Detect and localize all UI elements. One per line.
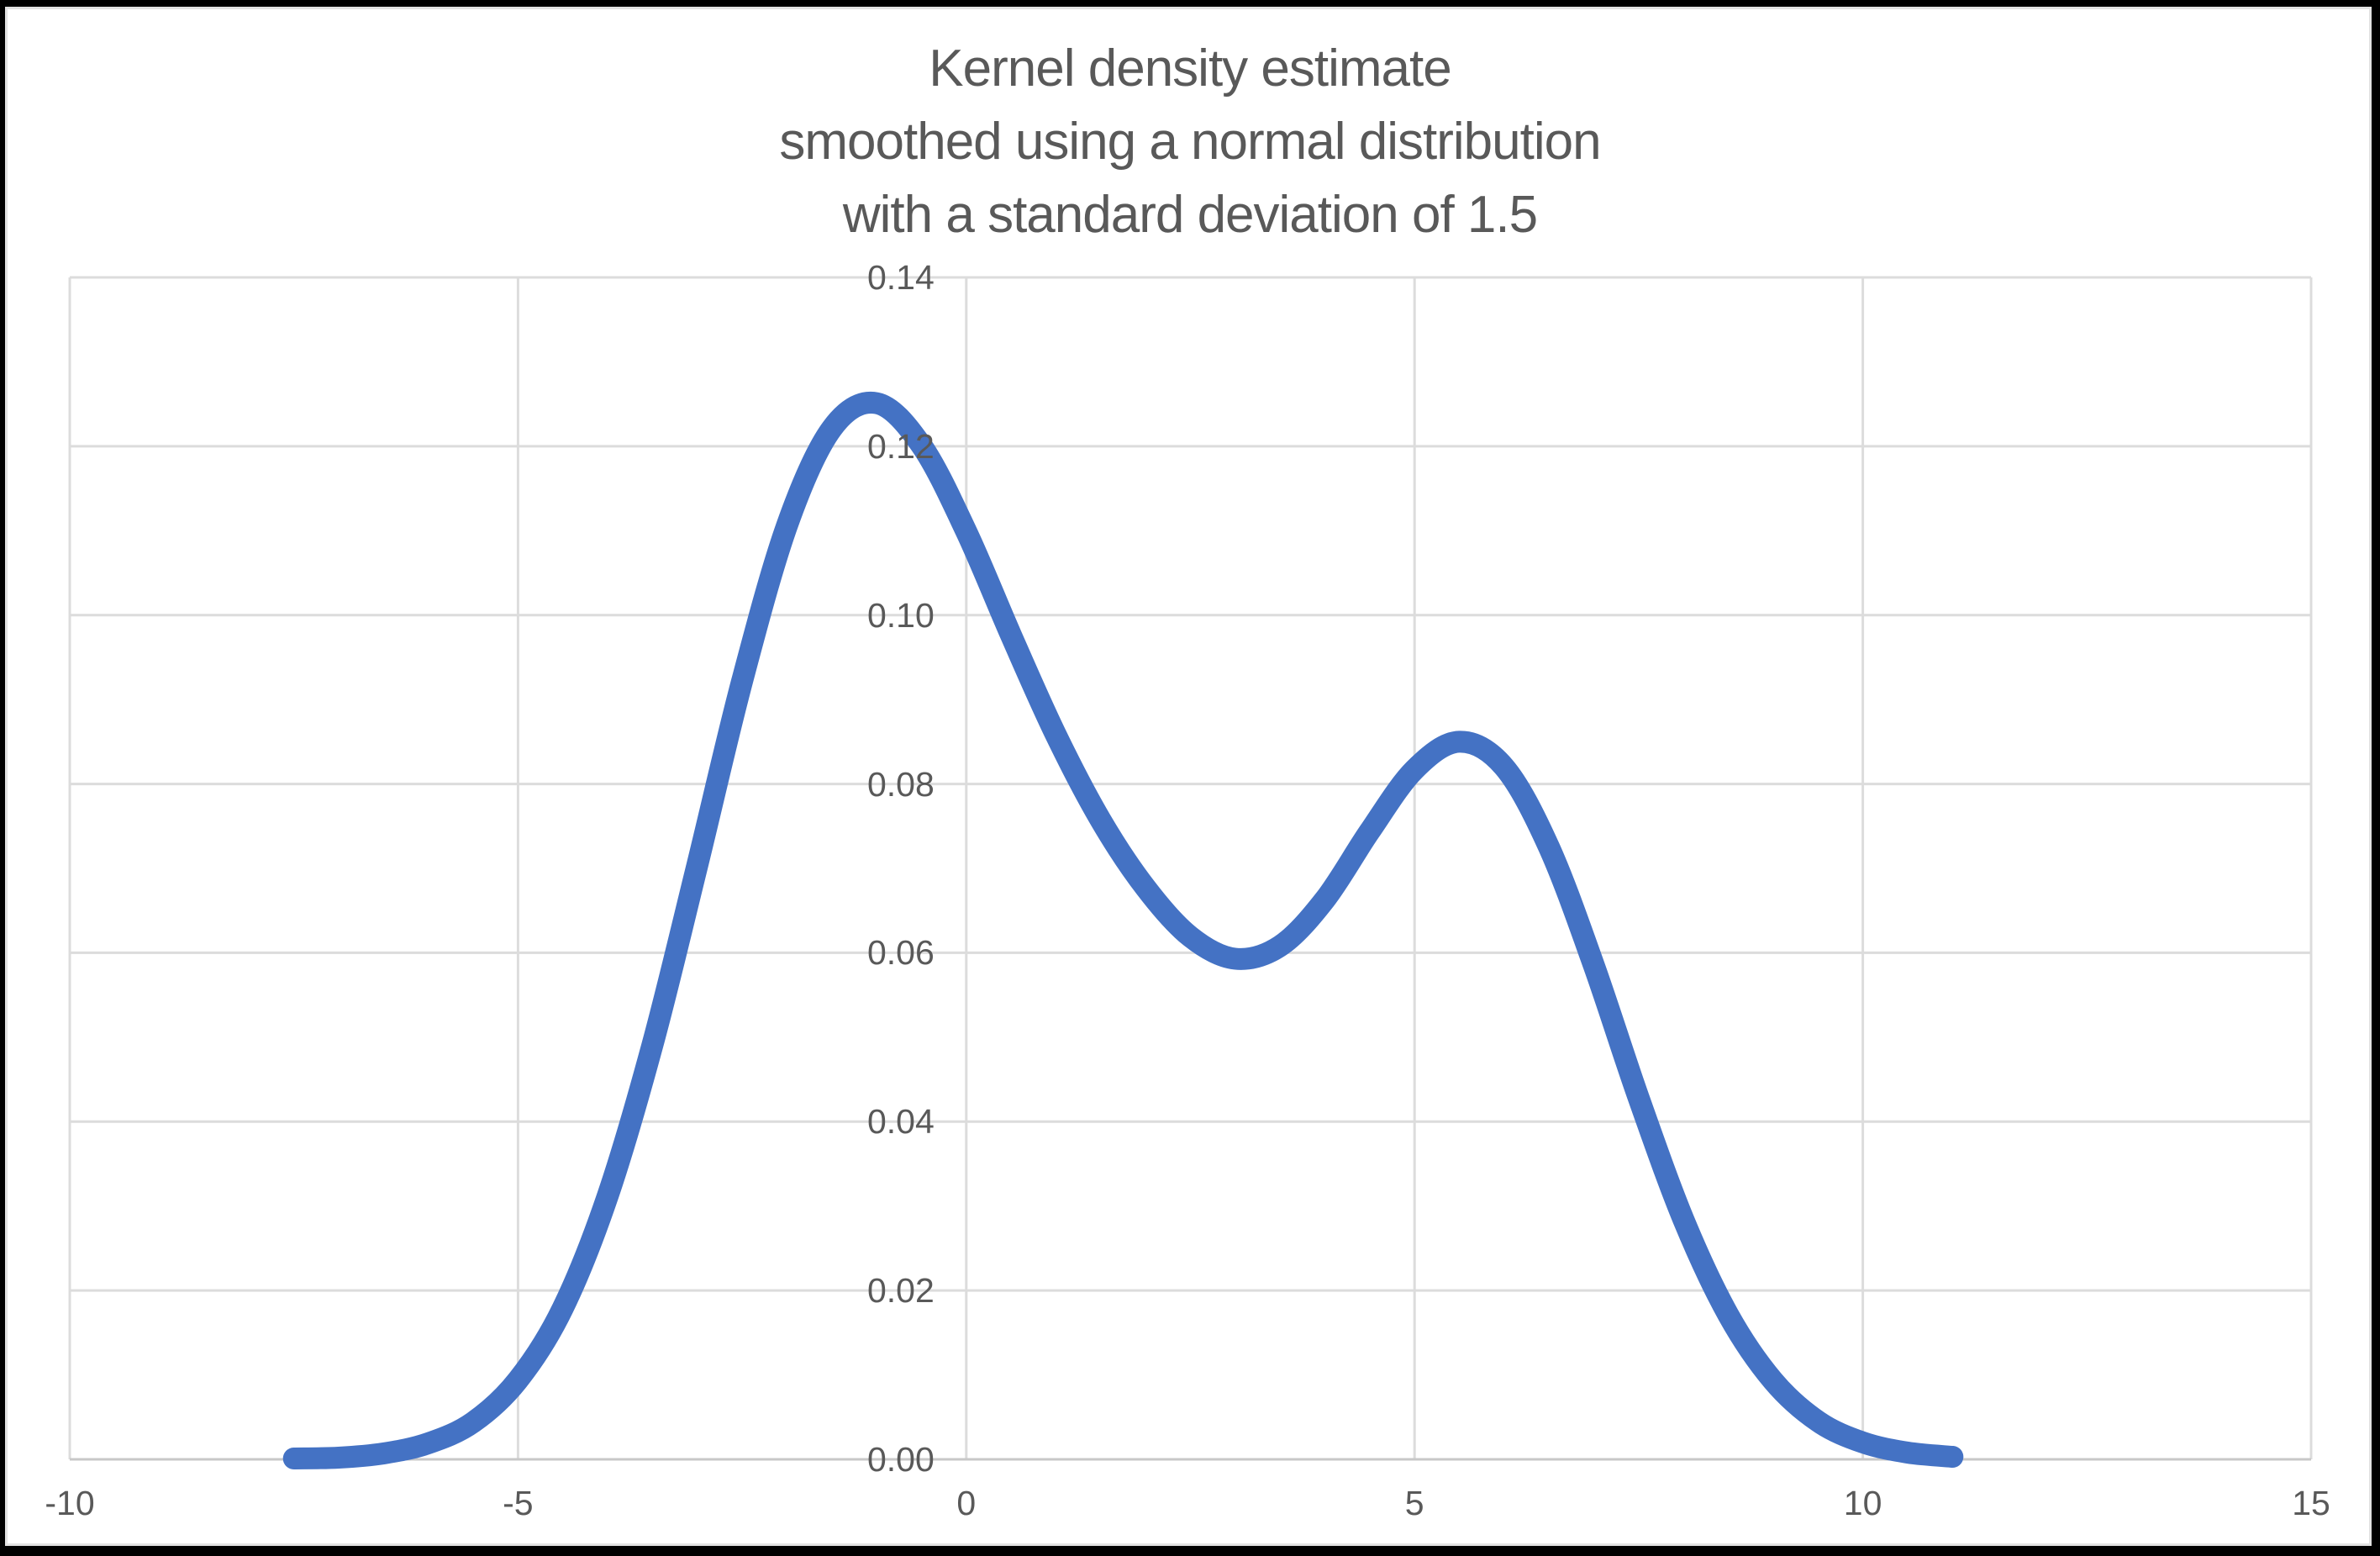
x-tick-label: 10 bbox=[1843, 1484, 1882, 1522]
y-tick-label: 0.10 bbox=[866, 595, 935, 635]
x-tick-label: 15 bbox=[2292, 1484, 2330, 1522]
y-tick-label: 0.12 bbox=[866, 426, 935, 466]
y-tick-label: 0.06 bbox=[866, 933, 935, 973]
gridlines bbox=[68, 276, 2313, 1459]
y-tick-label: 0.04 bbox=[866, 1102, 935, 1142]
y-tick-label: 0.02 bbox=[866, 1271, 935, 1311]
x-tick-label: -5 bbox=[503, 1484, 534, 1522]
x-tick-label: -10 bbox=[45, 1484, 95, 1522]
y-tick-label: 0.08 bbox=[866, 764, 935, 804]
kde-curve bbox=[282, 391, 1964, 1469]
x-tick-label: 5 bbox=[1404, 1484, 1424, 1522]
y-tick-label: 0.14 bbox=[866, 258, 935, 297]
x-tick-label: 0 bbox=[956, 1484, 977, 1522]
kde-series-line bbox=[282, 391, 1964, 1469]
chart-title: Kernel density estimate smoothed using a… bbox=[779, 40, 1601, 244]
y-tick-label: 0.00 bbox=[866, 1440, 935, 1479]
